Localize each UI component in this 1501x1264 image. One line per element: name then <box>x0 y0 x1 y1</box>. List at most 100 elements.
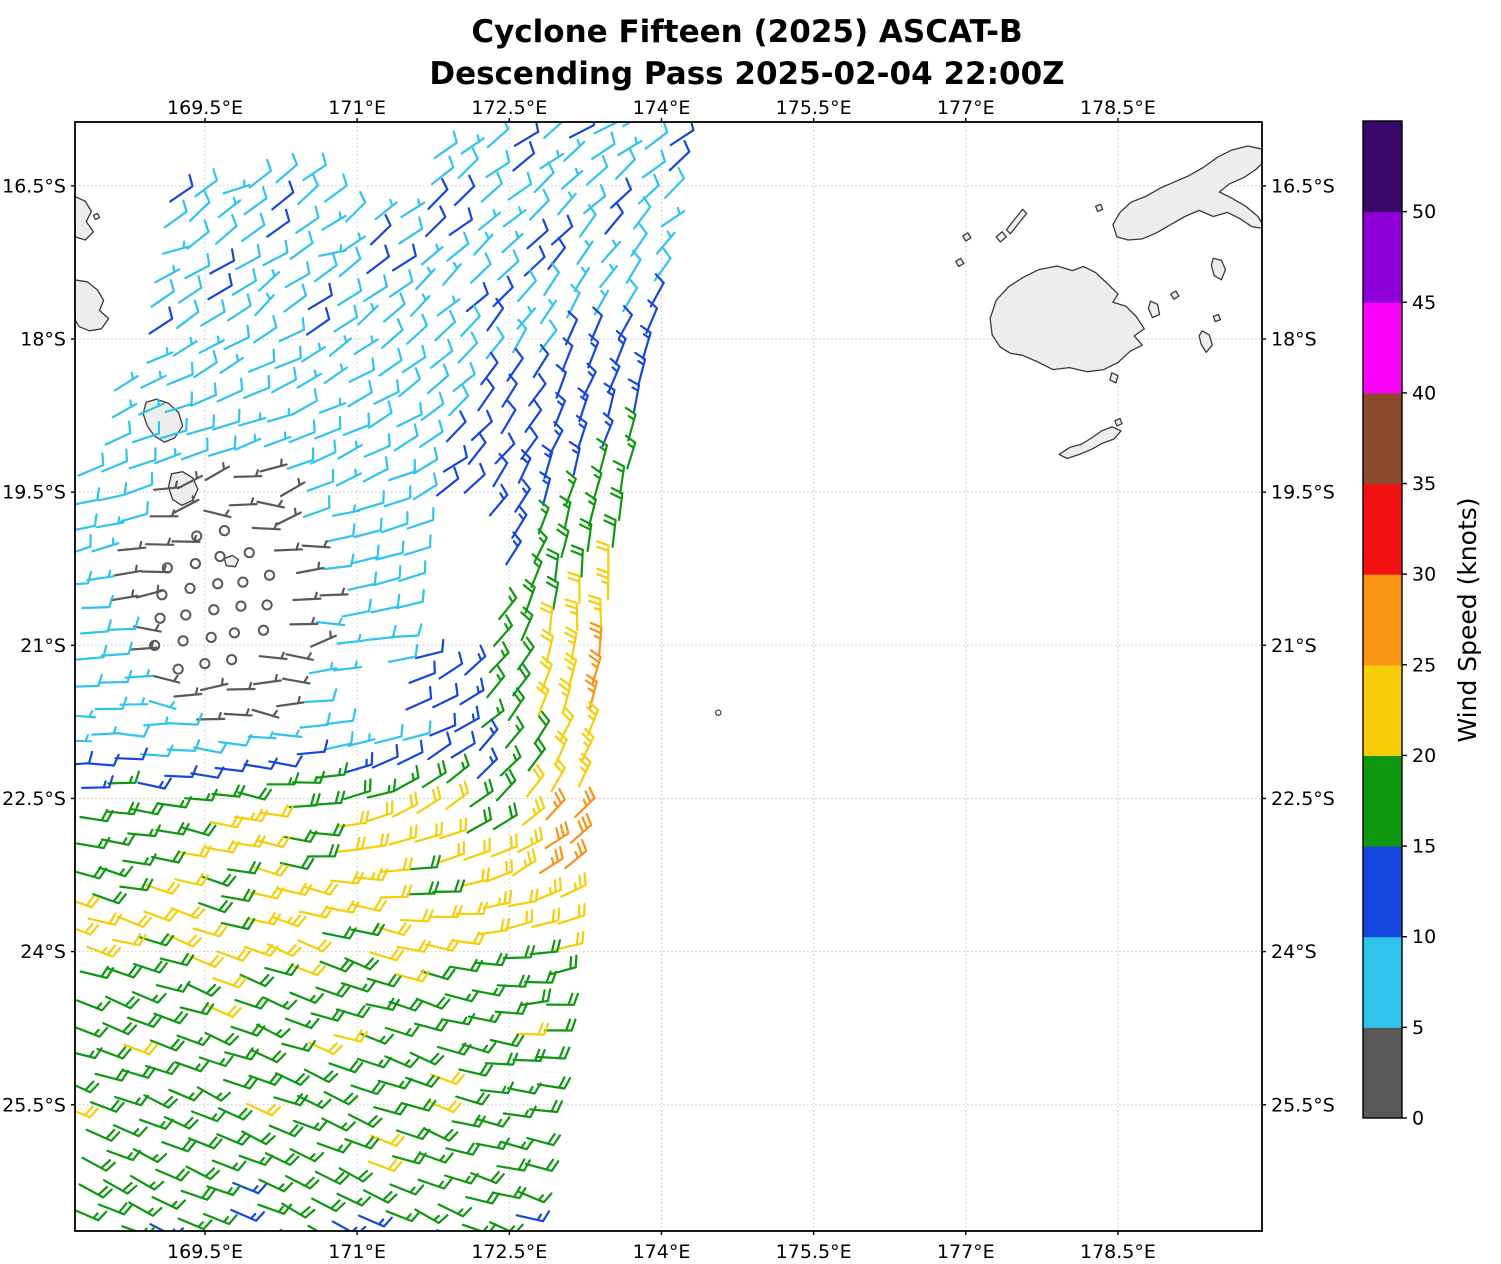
colorbar-tick-label: 20 <box>1412 745 1436 767</box>
lon-tick-label-bottom: 172.5°E <box>471 1241 547 1263</box>
wind-barb <box>139 933 175 947</box>
wind-barb <box>398 216 424 245</box>
island-erromango <box>75 279 110 332</box>
wind-barb <box>328 1060 364 1074</box>
wind-barb <box>350 544 380 565</box>
wind-barb <box>374 724 404 745</box>
wind-barb <box>154 448 182 465</box>
wind-barb <box>587 333 600 369</box>
wind-barb <box>507 1082 542 1095</box>
wind-barb <box>343 778 372 801</box>
wind-barb <box>75 1047 103 1060</box>
wind-barb <box>393 423 419 452</box>
wind-barb <box>529 939 561 956</box>
wind-barb <box>384 1025 420 1038</box>
wind-barb <box>358 832 390 851</box>
wind-barb <box>100 641 133 657</box>
wind-barb <box>534 877 562 902</box>
wind-barb <box>323 173 348 203</box>
calm-circle <box>226 654 238 666</box>
wind-barb <box>421 760 447 789</box>
wind-barb <box>576 240 594 266</box>
wind-barb <box>155 980 191 993</box>
wind-barb <box>275 1072 310 1086</box>
wind-barb <box>159 417 188 440</box>
wind-barb <box>440 1013 476 1026</box>
calm-circle <box>214 550 226 563</box>
wind-barb <box>517 449 532 484</box>
wind-barb <box>79 619 112 635</box>
wind-barb <box>520 426 539 461</box>
wind-barb <box>196 711 226 721</box>
wind-barb <box>316 617 346 627</box>
wind-barb <box>78 1183 113 1199</box>
wind-barb <box>526 1133 561 1147</box>
wind-barb <box>135 584 164 599</box>
wind-barb <box>415 996 451 1010</box>
wind-barb <box>512 663 531 697</box>
wind-barb <box>164 391 193 414</box>
wind-barb <box>365 800 394 823</box>
axis-ticks <box>71 118 1266 1235</box>
colorbar-tick-label: 25 <box>1412 654 1436 676</box>
wind-barb <box>496 974 531 988</box>
island-vanuatu-islet <box>92 212 101 221</box>
wind-barb <box>246 912 282 926</box>
wind-barb <box>96 1046 132 1060</box>
wind-barb <box>243 757 278 770</box>
wind-barb <box>507 171 533 201</box>
wind-barb <box>599 263 619 289</box>
wind-barb <box>296 739 329 756</box>
wind-barb <box>408 660 436 684</box>
wind-barb <box>180 1187 216 1201</box>
wind-barb <box>396 939 432 953</box>
wind-barb <box>502 206 527 228</box>
wind-barb <box>98 865 134 878</box>
colorbar-segment <box>1363 846 1402 938</box>
wind-barb <box>247 731 277 740</box>
wind-barb <box>246 1102 281 1117</box>
wind-barb <box>500 399 517 435</box>
wind-barb <box>442 444 468 473</box>
wind-barb <box>501 373 518 408</box>
map-frame <box>74 121 1263 1232</box>
wind-barb <box>169 712 203 726</box>
wind-barb <box>304 688 338 703</box>
wind-barb <box>538 846 564 874</box>
wind-barb <box>75 999 111 1012</box>
wind-barb <box>186 414 216 436</box>
wind-barb <box>273 542 303 552</box>
wind-barb <box>91 537 120 553</box>
wind-barb <box>140 370 167 389</box>
wind-barb <box>470 1171 505 1185</box>
wind-barb <box>528 188 550 221</box>
wind-barb <box>444 990 480 1003</box>
wind-barb <box>431 155 455 186</box>
wind-barb <box>254 292 275 317</box>
wind-barb <box>577 387 589 423</box>
wind-barb <box>248 348 276 373</box>
wind-barb <box>365 624 397 642</box>
wind-barb <box>224 1047 259 1061</box>
wind-barb <box>610 177 633 209</box>
wind-barb <box>305 306 331 336</box>
wind-barb <box>508 888 539 908</box>
wind-barb <box>99 669 133 684</box>
wind-barb <box>243 186 268 216</box>
wind-barb <box>319 959 355 973</box>
lat-tick-label-right: 21°S <box>1271 635 1317 657</box>
wind-barb <box>289 1148 325 1163</box>
wind-barb <box>185 1165 220 1181</box>
wind-barb <box>564 310 579 346</box>
calm-circle <box>212 578 224 590</box>
colorbar-tick-label: 40 <box>1412 382 1436 404</box>
wind-barb <box>368 400 393 429</box>
wind-barb <box>306 468 335 492</box>
wind-barb <box>353 517 383 539</box>
wind-barb <box>212 975 248 989</box>
wind-barb <box>515 1210 551 1223</box>
wind-barb <box>554 930 585 951</box>
wind-barb <box>391 243 417 272</box>
wind-barb <box>557 191 577 216</box>
wind-barb <box>149 1038 185 1052</box>
